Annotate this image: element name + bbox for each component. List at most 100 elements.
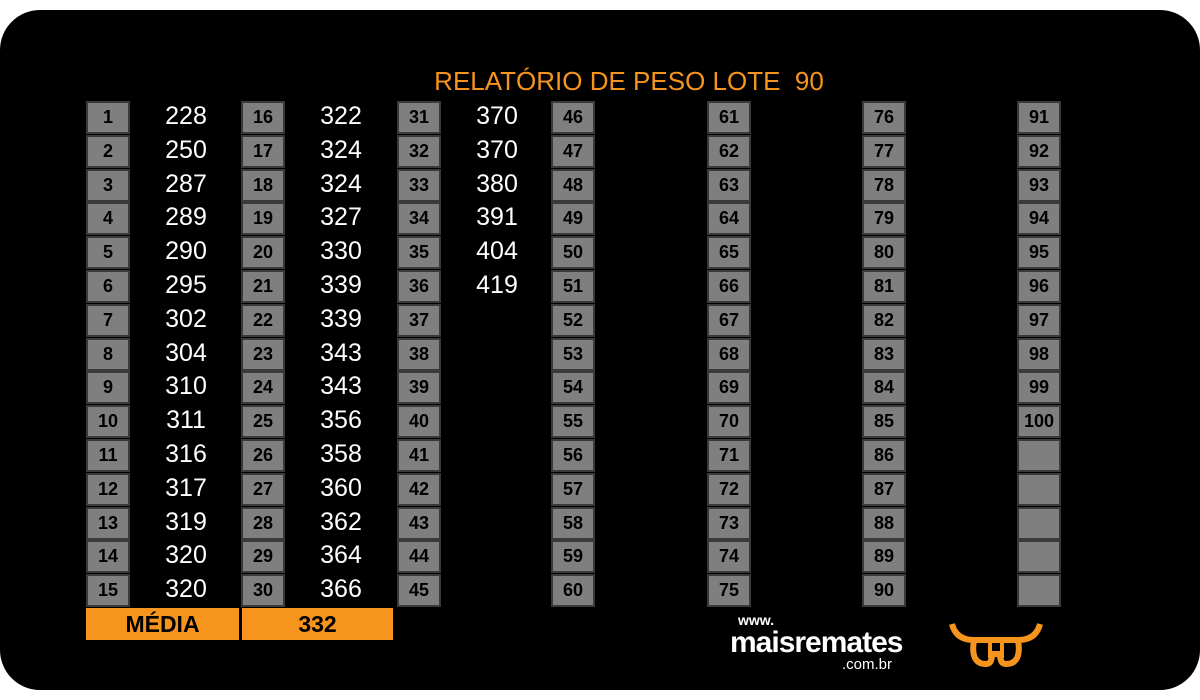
lot-number: 43 <box>397 506 441 540</box>
lot-number: 37 <box>397 303 441 337</box>
lot-number: 60 <box>551 574 595 608</box>
weight: 320 <box>165 541 207 570</box>
lot-number: 15 <box>86 574 130 608</box>
lot-number: 39 <box>397 371 441 405</box>
lot-number: 12 <box>86 472 130 506</box>
weight: 319 <box>165 507 207 536</box>
weight: 324 <box>320 169 362 198</box>
lot-number: 97 <box>1017 303 1061 337</box>
lot-number: 48 <box>551 168 595 202</box>
lot-number: 94 <box>1017 202 1061 236</box>
logo-icon <box>949 623 1043 668</box>
lot-number: 78 <box>862 168 906 202</box>
lot-number: 16 <box>241 101 285 134</box>
lot-number: 55 <box>551 405 595 439</box>
lot-number: 13 <box>86 506 130 540</box>
lot-number: 2 <box>86 134 130 168</box>
lot-number: 40 <box>397 405 441 439</box>
weight: 250 <box>165 135 207 164</box>
lot-number: 99 <box>1017 371 1061 405</box>
lot-number: 49 <box>551 202 595 236</box>
lot-number: 31 <box>397 101 441 134</box>
lot-number: 70 <box>707 405 751 439</box>
lot-number: 62 <box>707 134 751 168</box>
lot-number: 82 <box>862 303 906 337</box>
weight: 310 <box>165 372 207 401</box>
weight: 370 <box>476 102 518 130</box>
lot-number: 44 <box>397 540 441 574</box>
average-label: MÉDIA <box>86 608 239 640</box>
weight: 339 <box>320 271 362 299</box>
lot-number: 67 <box>707 303 751 337</box>
lot-number: 17 <box>241 134 285 168</box>
lot-number: 14 <box>86 540 130 574</box>
lot-number: 56 <box>551 439 595 472</box>
weight: 404 <box>476 237 518 266</box>
panel <box>0 10 1200 690</box>
weight: 320 <box>165 575 207 604</box>
lot-number: 36 <box>397 270 441 303</box>
weight: 380 <box>476 169 518 198</box>
lot-number: 71 <box>707 439 751 472</box>
weight: 419 <box>476 271 518 299</box>
lot-number: 28 <box>241 506 285 540</box>
lot-number: 38 <box>397 337 441 371</box>
empty-cell <box>1017 472 1061 506</box>
lot-number: 66 <box>707 270 751 303</box>
lot-number: 45 <box>397 574 441 608</box>
weight: 343 <box>320 338 362 367</box>
lot-number: 57 <box>551 472 595 506</box>
lot-number: 63 <box>707 168 751 202</box>
average-value: 332 <box>242 608 393 640</box>
logo-suffix: .com.br <box>842 656 893 673</box>
weight: 304 <box>165 338 207 367</box>
lot-number: 20 <box>241 236 285 270</box>
lot-number: 87 <box>862 472 906 506</box>
lot-number: 74 <box>707 540 751 574</box>
weight: 366 <box>320 575 362 604</box>
empty-cell <box>1017 506 1061 540</box>
weight: 339 <box>320 304 362 333</box>
lot-number: 24 <box>241 371 285 405</box>
weight: 290 <box>165 237 207 266</box>
lot-number: 6 <box>86 270 130 303</box>
lot-number: 32 <box>397 134 441 168</box>
weight: 311 <box>166 406 206 435</box>
weight: 289 <box>165 203 207 232</box>
weight: 356 <box>320 406 362 435</box>
weight: 343 <box>320 372 362 401</box>
empty-cell <box>1017 439 1061 472</box>
weight: 360 <box>320 473 362 502</box>
lot-number: 11 <box>86 439 130 472</box>
lot-number: 100 <box>1017 405 1061 439</box>
lot-number: 81 <box>862 270 906 303</box>
lot-number: 8 <box>86 337 130 371</box>
lot-number: 77 <box>862 134 906 168</box>
lot-number: 22 <box>241 303 285 337</box>
lot-number: 83 <box>862 337 906 371</box>
lot-number: 41 <box>397 439 441 472</box>
weight: 228 <box>165 102 207 130</box>
lot-number: 42 <box>397 472 441 506</box>
lot-number: 46 <box>551 101 595 134</box>
weight: 316 <box>165 440 207 468</box>
lot-number: 86 <box>862 439 906 472</box>
lot-number: 33 <box>397 168 441 202</box>
lot-number: 65 <box>707 236 751 270</box>
lot-number: 58 <box>551 506 595 540</box>
logo-name: maisremates <box>730 626 903 659</box>
lot-number: 35 <box>397 236 441 270</box>
lot-number: 27 <box>241 472 285 506</box>
lot-number: 73 <box>707 506 751 540</box>
weight: 295 <box>165 271 207 299</box>
lot-number: 93 <box>1017 168 1061 202</box>
weight: 330 <box>320 237 362 266</box>
lot-number: 64 <box>707 202 751 236</box>
lot-number: 54 <box>551 371 595 405</box>
lot-number: 23 <box>241 337 285 371</box>
weight: 317 <box>165 473 207 502</box>
lot-number: 68 <box>707 337 751 371</box>
lot-number: 72 <box>707 472 751 506</box>
weight: 364 <box>320 541 362 570</box>
